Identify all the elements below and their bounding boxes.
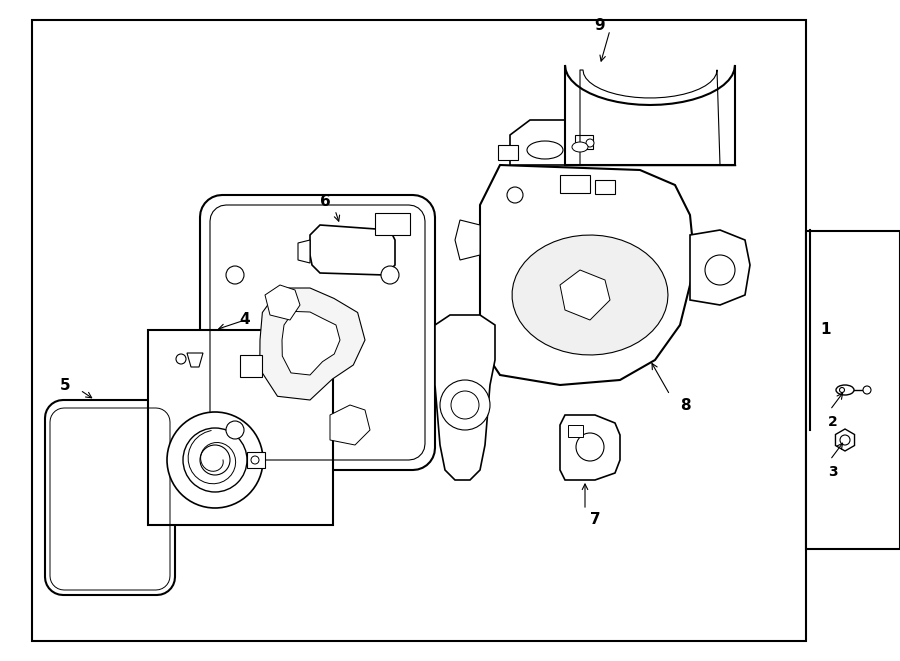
Ellipse shape <box>572 142 588 152</box>
Polygon shape <box>512 235 668 355</box>
Circle shape <box>576 433 604 461</box>
Polygon shape <box>282 311 340 375</box>
Circle shape <box>507 187 523 203</box>
Bar <box>148 330 333 525</box>
Ellipse shape <box>527 141 563 159</box>
Circle shape <box>705 255 735 285</box>
Bar <box>575 135 593 149</box>
Polygon shape <box>200 195 435 470</box>
Circle shape <box>226 266 244 284</box>
Polygon shape <box>298 240 310 263</box>
Text: 5: 5 <box>59 377 70 393</box>
Text: 8: 8 <box>680 397 690 412</box>
Polygon shape <box>565 65 735 165</box>
Circle shape <box>863 386 871 394</box>
Circle shape <box>840 387 844 393</box>
Polygon shape <box>510 120 635 165</box>
Polygon shape <box>330 405 370 445</box>
Text: 7: 7 <box>590 512 600 527</box>
Polygon shape <box>310 225 395 275</box>
Circle shape <box>167 412 263 508</box>
Circle shape <box>451 391 479 419</box>
Circle shape <box>176 354 186 364</box>
Bar <box>595 180 615 194</box>
Bar <box>806 231 900 549</box>
Bar <box>32 20 806 641</box>
Bar <box>560 175 590 193</box>
Circle shape <box>183 428 247 492</box>
Bar <box>498 145 518 160</box>
Bar <box>240 355 262 377</box>
Text: 6: 6 <box>320 194 330 210</box>
Circle shape <box>586 139 594 147</box>
Bar <box>375 213 410 235</box>
Circle shape <box>200 445 230 475</box>
Ellipse shape <box>836 385 854 395</box>
Polygon shape <box>260 288 365 400</box>
Polygon shape <box>480 165 695 385</box>
Polygon shape <box>690 230 750 305</box>
Circle shape <box>840 435 850 445</box>
Polygon shape <box>455 220 480 260</box>
Polygon shape <box>45 400 175 595</box>
Polygon shape <box>835 429 854 451</box>
Text: 3: 3 <box>828 465 838 479</box>
Circle shape <box>226 421 244 439</box>
Polygon shape <box>435 315 495 480</box>
Polygon shape <box>560 415 620 480</box>
Text: 9: 9 <box>595 17 606 32</box>
Polygon shape <box>265 285 300 320</box>
Text: 2: 2 <box>828 415 838 429</box>
Text: 4: 4 <box>239 313 250 327</box>
Circle shape <box>251 456 259 464</box>
Bar <box>568 425 583 437</box>
Polygon shape <box>187 353 203 367</box>
Circle shape <box>381 266 399 284</box>
Circle shape <box>440 380 490 430</box>
Polygon shape <box>560 270 610 320</box>
Text: 1: 1 <box>820 323 831 338</box>
Bar <box>247 452 265 468</box>
